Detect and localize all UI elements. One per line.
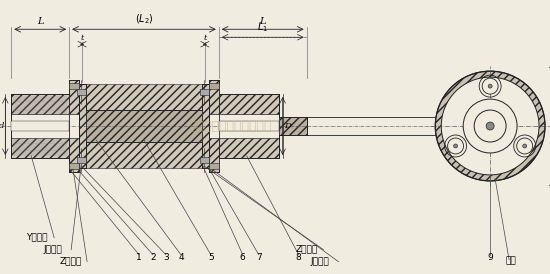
Text: 9: 9 (487, 253, 493, 262)
Bar (200, 89, 209, 95)
Bar (219, 121, 279, 131)
Text: d: d (0, 122, 4, 130)
Text: L: L (37, 17, 43, 26)
Bar (200, 157, 209, 163)
Polygon shape (86, 142, 202, 168)
Circle shape (486, 122, 494, 130)
Text: 5: 5 (208, 253, 214, 262)
Bar (12, 121, 69, 131)
Text: L: L (260, 17, 266, 26)
Text: Z型轴孔: Z型轴孔 (295, 245, 318, 254)
Bar (69, 114, 79, 138)
Circle shape (474, 110, 506, 142)
Bar (209, 83, 219, 89)
Text: 7: 7 (256, 253, 262, 262)
Bar (209, 114, 219, 138)
Text: 天大市海泰机械有限公司: 天大市海泰机械有限公司 (190, 119, 272, 133)
Text: 8: 8 (296, 253, 301, 262)
Bar (279, 117, 306, 135)
Text: 1: 1 (136, 253, 142, 262)
Bar (209, 80, 219, 172)
Text: 4: 4 (178, 253, 184, 262)
Text: J型轴孔: J型轴孔 (43, 245, 62, 254)
Text: J型轴孔: J型轴孔 (311, 257, 329, 266)
Text: 3: 3 (163, 253, 169, 262)
Bar (69, 163, 79, 169)
Circle shape (441, 77, 539, 175)
Bar (12, 114, 69, 138)
Circle shape (516, 138, 533, 154)
Circle shape (488, 84, 492, 88)
Polygon shape (86, 84, 202, 110)
Circle shape (482, 78, 498, 94)
Text: Y型轴孔: Y型轴孔 (26, 233, 48, 242)
Circle shape (435, 71, 545, 181)
Bar (219, 114, 279, 138)
Text: Z型轴孔: Z型轴孔 (59, 257, 81, 266)
Bar (69, 83, 79, 89)
Bar (79, 84, 86, 168)
Text: 2: 2 (150, 253, 156, 262)
Text: $(L_2)$: $(L_2)$ (135, 13, 153, 26)
Bar (77, 157, 86, 163)
Bar (209, 163, 219, 169)
Text: t: t (80, 34, 84, 42)
Text: 标志: 标志 (505, 257, 516, 266)
Text: D: D (284, 122, 291, 130)
Bar (12, 94, 69, 158)
Text: t: t (203, 34, 206, 42)
Bar (77, 89, 86, 95)
Bar (79, 110, 209, 142)
Circle shape (522, 144, 527, 148)
Circle shape (463, 99, 517, 153)
Circle shape (454, 144, 458, 148)
Bar (202, 84, 209, 168)
Bar (69, 80, 79, 172)
Bar (219, 94, 279, 158)
Text: 6: 6 (240, 253, 246, 262)
Circle shape (448, 138, 464, 154)
Text: $L_1$: $L_1$ (257, 21, 268, 34)
